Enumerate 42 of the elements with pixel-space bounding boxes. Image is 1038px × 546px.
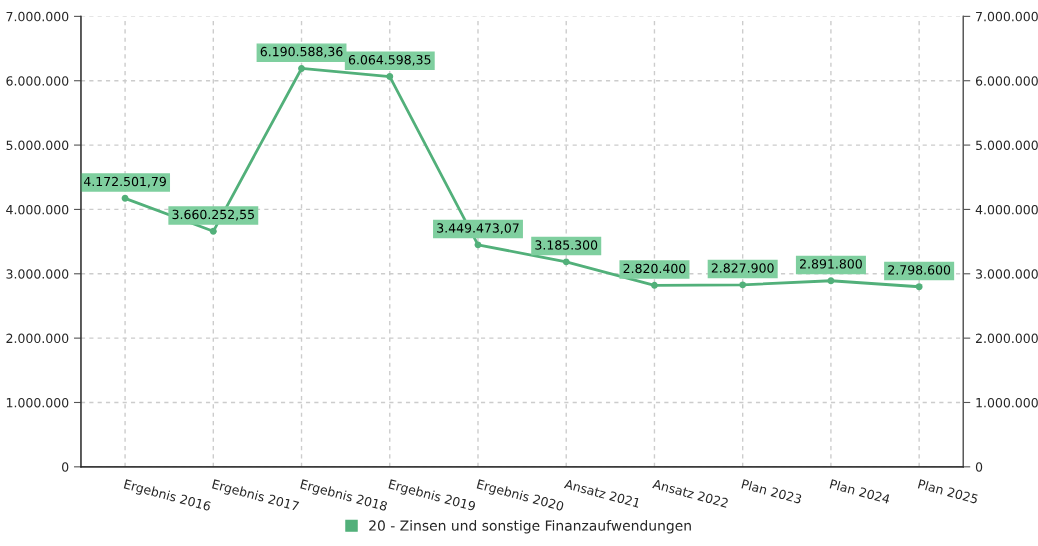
x-tick-label: Ansatz 2022	[652, 478, 729, 508]
x-tick-label: Plan 2024	[829, 478, 891, 504]
data-label: 3.185.300	[535, 240, 598, 250]
data-label: 3.660.252,55	[172, 209, 254, 221]
point	[650, 281, 658, 289]
y2-tick-label: 1.000.000	[976, 397, 1038, 408]
y-tick-label: 0	[62, 462, 69, 472]
point	[386, 73, 394, 81]
y-tick-label: 1.000.000	[6, 397, 69, 408]
point	[209, 227, 217, 235]
y2-tick-label: 0	[975, 462, 983, 472]
y2-tick-label: 2.000.000	[975, 333, 1038, 344]
data-label: 3.449.473,07	[437, 223, 519, 234]
point	[474, 241, 482, 249]
data-label: 6.064.598,35	[348, 54, 431, 66]
x-tick-label: Plan 2023	[741, 478, 802, 504]
point	[298, 64, 306, 72]
y2-tick-label: 4.000.000	[975, 204, 1038, 215]
y2-tick-label: 7.000.000	[976, 11, 1038, 22]
data-label: 2.891.800	[800, 259, 862, 269]
y2-tick-label: 5.000.000	[976, 140, 1038, 151]
y-tick-label: 5.000.000	[6, 140, 69, 151]
point	[915, 283, 923, 291]
data-label: 6.190.588,36	[260, 46, 343, 58]
point	[739, 281, 747, 289]
point	[827, 277, 835, 285]
data-label: 2.820.400	[623, 263, 686, 274]
y-tick-label: 2.000.000	[6, 333, 69, 344]
point	[121, 194, 129, 202]
data-label: 2.827.900	[711, 263, 774, 273]
legend-label: 20 - Zinsen und sonstige Finanzaufwendungen	[369, 520, 691, 534]
y-tick-label: 4.000.000	[6, 204, 69, 215]
x-tick-label: Plan 2025	[917, 478, 979, 504]
y-tick-label: 7.000.000	[6, 11, 69, 22]
y2-tick-label: 3.000.000	[976, 269, 1038, 279]
data-label: 4.172.501,79	[83, 176, 166, 188]
y2-tick-label: 6.000.000	[975, 76, 1038, 86]
x-tick-label: Ansatz 2021	[563, 478, 641, 508]
data-label: 2.798.600	[888, 265, 951, 275]
y-tick-label: 6.000.000	[6, 76, 69, 86]
y-tick-label: 3.000.000	[6, 269, 69, 279]
point	[562, 258, 570, 266]
